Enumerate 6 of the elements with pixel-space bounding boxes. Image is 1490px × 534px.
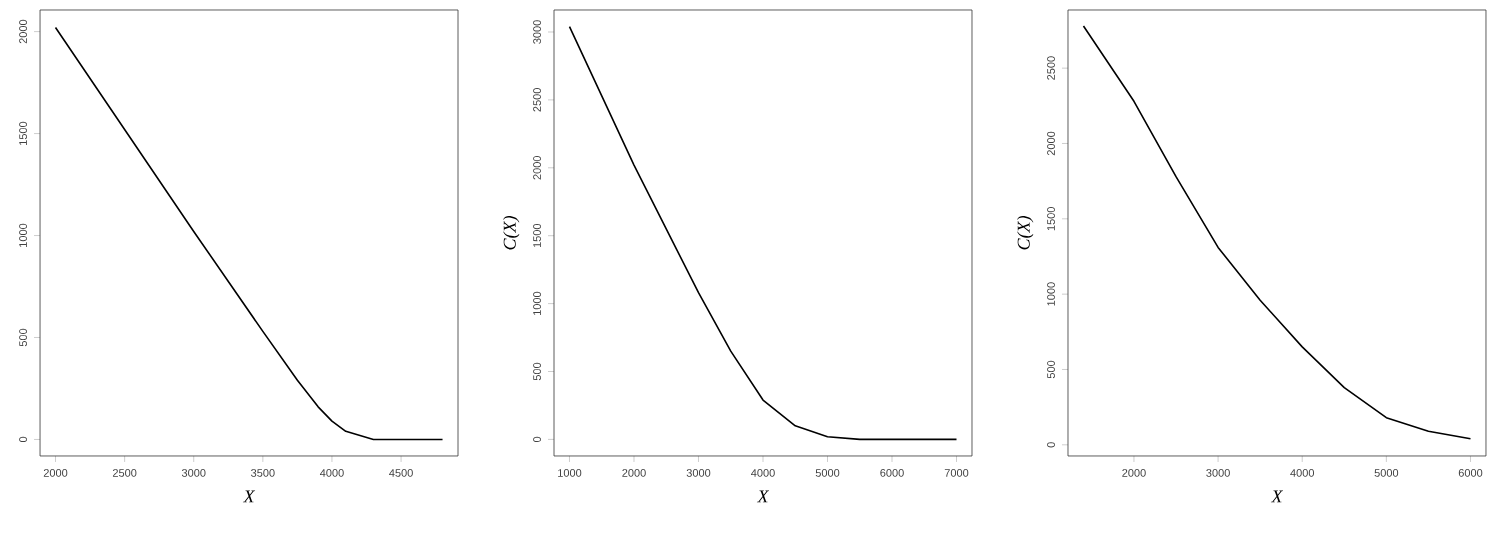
y-axis-title: C(X) [503, 216, 520, 250]
y-axis-title: C(X) [1017, 216, 1034, 250]
x-axis-title: X [242, 490, 256, 503]
line-series [1082, 25, 1472, 440]
x-axis-title: X [1270, 490, 1284, 503]
x-axis-title: X [756, 490, 770, 503]
